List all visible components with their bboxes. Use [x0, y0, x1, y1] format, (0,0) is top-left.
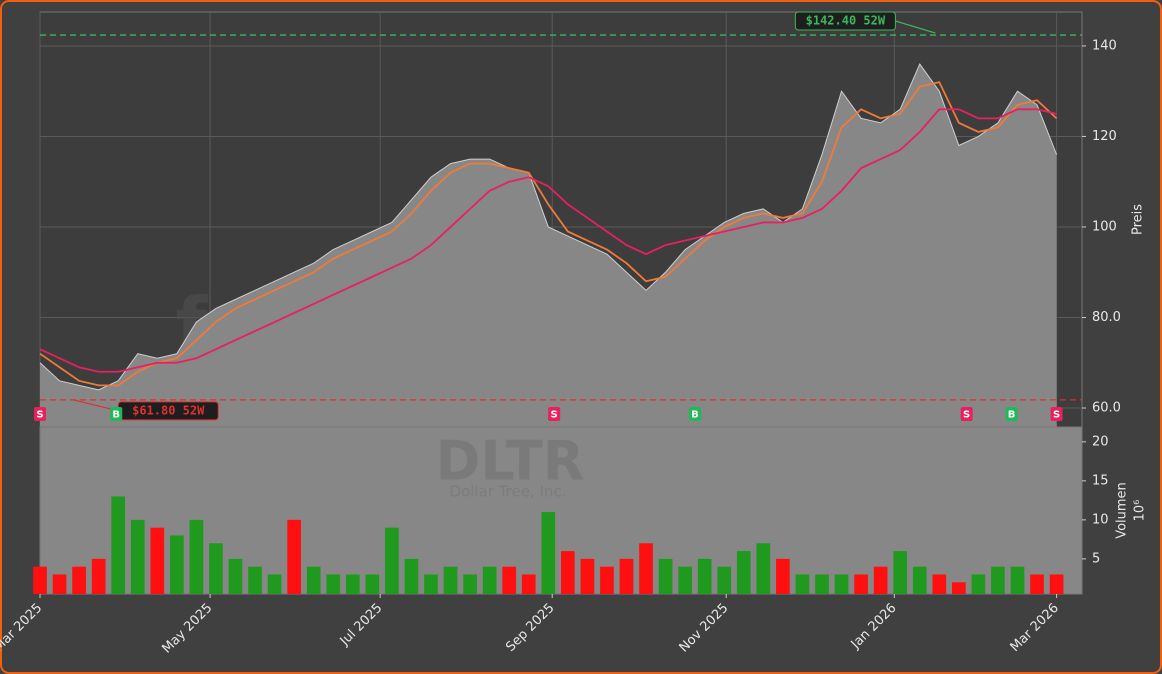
- signal-badge: [110, 407, 123, 421]
- y-tick-label: 5: [1092, 551, 1100, 566]
- volume-bar: [1049, 574, 1064, 594]
- volume-bar: [209, 543, 223, 594]
- company-watermark: Dollar Tree, Inc.: [450, 483, 567, 501]
- volume-bar: [912, 566, 927, 594]
- volume-bar: [170, 535, 184, 594]
- volume-bar: [756, 543, 771, 594]
- y-tick-label: 15: [1092, 473, 1109, 488]
- ema-line: [39, 81, 1058, 387]
- volume-bar: [33, 566, 47, 594]
- volume-bar: [404, 558, 419, 594]
- volume-bar: [717, 566, 732, 594]
- volume-bar: [873, 566, 888, 594]
- volume-bar: [619, 558, 634, 594]
- y-axis-unit: 10⁶: [1133, 500, 1148, 522]
- volume-bar: [287, 519, 301, 594]
- volume-bar: [248, 566, 262, 594]
- volume-bar: [52, 574, 67, 594]
- volume-bar: [776, 558, 790, 594]
- signal-badge: [1005, 407, 1018, 421]
- volume-bar: [130, 519, 145, 594]
- signal-badge: [1050, 407, 1063, 421]
- volume-bar: [932, 574, 947, 594]
- volume-bar: [306, 566, 321, 594]
- level-arrow: [895, 20, 936, 34]
- volume-bar: [795, 574, 810, 594]
- signal-label: B: [112, 410, 120, 421]
- volume-bar: [639, 543, 653, 594]
- y-tick-label: 20: [1092, 434, 1109, 449]
- volume-bar: [854, 574, 868, 594]
- volume-bar: [502, 566, 517, 594]
- y-axis-label: Volumen: [1115, 482, 1130, 539]
- signal-badge: [960, 407, 973, 421]
- volume-bar: [385, 527, 399, 594]
- price-panel: forexsignale.tradeEMA 8EMA 3460.080.0100…: [34, 11, 1146, 462]
- volume-bar: [267, 574, 282, 594]
- volume-bar: [971, 574, 986, 594]
- volume-bar: [111, 496, 126, 594]
- y-tick-label: 10: [1092, 512, 1109, 527]
- ticker-watermark: DLTR: [436, 430, 585, 493]
- signal-badge: [34, 407, 46, 421]
- volume-bar: [72, 566, 86, 594]
- volume-bar: [345, 574, 360, 594]
- volume-bar: [365, 574, 380, 594]
- volume-bar: [1030, 574, 1044, 594]
- volume-bar: [834, 574, 849, 594]
- volume-bar: [463, 574, 477, 594]
- volume-bar: [1010, 566, 1025, 594]
- volume-bar: [580, 558, 595, 594]
- volume-bar: [424, 574, 438, 594]
- volume-bar: [678, 566, 692, 594]
- y-tick-label: 120: [1092, 129, 1117, 144]
- volume-bar: [228, 558, 243, 594]
- price-area: [40, 64, 1057, 427]
- price-line: [39, 63, 1058, 391]
- y-tick-label: 60.0: [1092, 400, 1121, 415]
- volume-bar: [561, 551, 575, 594]
- volume-bar: [443, 566, 458, 594]
- signal-badge: [548, 407, 561, 421]
- signal-badge: [688, 407, 701, 421]
- y-tick-label: 80.0: [1092, 310, 1121, 325]
- volume-bar: [658, 558, 673, 594]
- signal-label: S: [963, 410, 970, 421]
- volume-bar: [600, 566, 614, 594]
- signal-label: S: [551, 410, 558, 421]
- volume-bar: [697, 558, 712, 594]
- ema-line: [39, 108, 1057, 373]
- volume-bar: [951, 582, 966, 594]
- volume-bar: [150, 527, 165, 594]
- signal-label: S: [36, 410, 43, 421]
- level-badge: [794, 11, 896, 31]
- signal-label: B: [691, 410, 699, 421]
- signal-label: S: [1053, 410, 1060, 421]
- volume-bar: [541, 512, 556, 594]
- signal-label: B: [1008, 410, 1016, 421]
- volume-bar: [893, 551, 908, 594]
- y-tick-label: 100: [1092, 219, 1117, 234]
- volume-bar: [815, 574, 829, 594]
- volume-bar: [521, 574, 536, 594]
- volume-bar: [91, 558, 106, 594]
- level-label: $61.80 52W: [132, 403, 205, 417]
- volume-bar: [326, 574, 341, 594]
- volume-bar: [482, 566, 497, 594]
- y-tick-label: 140: [1092, 38, 1117, 53]
- volume-bar: [991, 566, 1005, 594]
- volume-bar: [189, 519, 204, 594]
- volume-bar: [736, 551, 751, 594]
- y-axis-label: Preis: [1131, 204, 1146, 235]
- level-label: $142.40 52W: [806, 14, 886, 28]
